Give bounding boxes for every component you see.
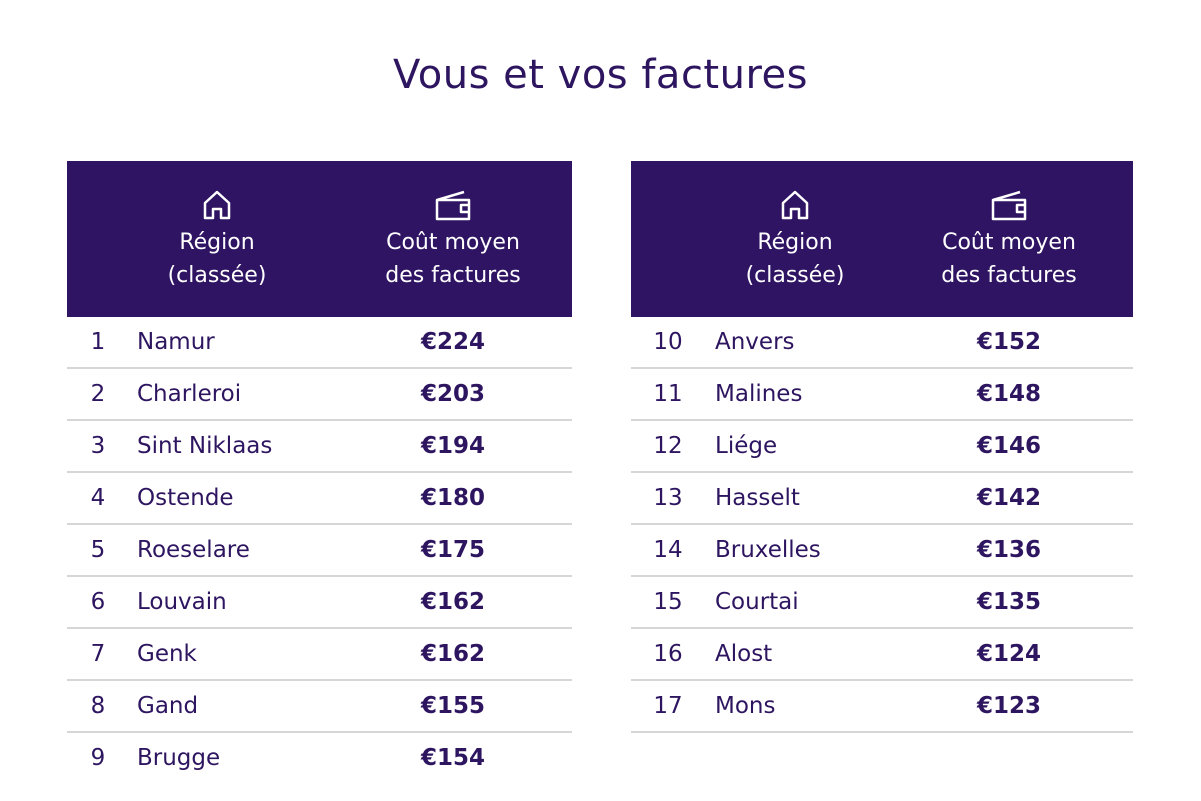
- region-name: Genk: [137, 641, 197, 667]
- region-name: Louvain: [137, 589, 227, 615]
- cost-column-header: Coût moyen des factures: [889, 161, 1129, 292]
- ranking-table-left: Région (classée) Coût moyen des factures 1 Na…: [67, 161, 572, 783]
- region-header-line2: (classée): [745, 263, 845, 288]
- region-name: Courtai: [715, 589, 799, 615]
- rank: 10: [653, 329, 683, 355]
- rank: 9: [90, 745, 106, 771]
- region-name: Alost: [715, 641, 773, 667]
- table-row: 3 Sint Niklaas €194: [67, 421, 572, 473]
- page-title: Vous et vos factures: [393, 52, 808, 98]
- table-row: 13 Hasselt €142: [631, 473, 1133, 525]
- region-name: Sint Niklaas: [137, 433, 273, 459]
- table-row: 11 Malines €148: [631, 369, 1133, 421]
- table-header: Région (classée) Coût moyen des factures: [67, 161, 572, 317]
- cost-header-line1: Coût moyen: [942, 230, 1076, 255]
- region-name: Anvers: [715, 329, 795, 355]
- table-row: 4 Ostende €180: [67, 473, 572, 525]
- region-name: Gand: [137, 693, 199, 719]
- table-row: 10 Anvers €152: [631, 317, 1133, 369]
- rank: 4: [90, 485, 106, 511]
- rank: 6: [90, 589, 106, 615]
- table-row: 17 Mons €123: [631, 681, 1133, 733]
- wallet-icon: [889, 188, 1129, 222]
- average-cost: €224: [420, 329, 485, 355]
- table-header: Région (classée) Coût moyen des factures: [631, 161, 1133, 317]
- rank: 2: [90, 381, 106, 407]
- rank: 12: [653, 433, 683, 459]
- cost-header-line2: des factures: [385, 263, 521, 288]
- rank: 3: [90, 433, 106, 459]
- rank: 17: [653, 693, 683, 719]
- table-row: 5 Roeselare €175: [67, 525, 572, 577]
- average-cost: €135: [976, 589, 1041, 615]
- rank: 1: [90, 329, 106, 355]
- region-name: Charleroi: [137, 381, 242, 407]
- table-row: 16 Alost €124: [631, 629, 1133, 681]
- rank: 11: [653, 381, 683, 407]
- region-name: Malines: [715, 381, 803, 407]
- house-icon: [695, 188, 895, 222]
- cost-header-line2: des factures: [941, 263, 1077, 288]
- region-column-header: Région (classée): [117, 161, 317, 292]
- average-cost: €162: [420, 641, 485, 667]
- region-name: Liége: [715, 433, 778, 459]
- rank: 14: [653, 537, 683, 563]
- cost-column-header: Coût moyen des factures: [333, 161, 573, 292]
- rank: 8: [90, 693, 106, 719]
- table-row: 12 Liége €146: [631, 421, 1133, 473]
- region-name: Brugge: [137, 745, 221, 771]
- table-row: 6 Louvain €162: [67, 577, 572, 629]
- table-row: 1 Namur €224: [67, 317, 572, 369]
- average-cost: €146: [976, 433, 1041, 459]
- wallet-icon: [333, 188, 573, 222]
- region-name: Roeselare: [137, 537, 250, 563]
- average-cost: €152: [976, 329, 1041, 355]
- average-cost: €175: [420, 537, 485, 563]
- average-cost: €136: [976, 537, 1041, 563]
- region-name: Ostende: [137, 485, 234, 511]
- table-row: 2 Charleroi €203: [67, 369, 572, 421]
- region-name: Mons: [715, 693, 776, 719]
- region-name: Bruxelles: [715, 537, 821, 563]
- average-cost: €148: [976, 381, 1041, 407]
- cost-header-line1: Coût moyen: [386, 230, 520, 255]
- house-icon: [117, 188, 317, 222]
- average-cost: €203: [420, 381, 485, 407]
- average-cost: €142: [976, 485, 1041, 511]
- region-name: Namur: [137, 329, 215, 355]
- region-header-line2: (classée): [167, 263, 267, 288]
- region-column-header: Région (classée): [695, 161, 895, 292]
- average-cost: €123: [976, 693, 1041, 719]
- rank: 5: [90, 537, 106, 563]
- average-cost: €155: [420, 693, 485, 719]
- average-cost: €162: [420, 589, 485, 615]
- table-row: 7 Genk €162: [67, 629, 572, 681]
- average-cost: €180: [420, 485, 485, 511]
- average-cost: €154: [420, 745, 485, 771]
- region-header-line1: Région: [179, 230, 255, 255]
- rank: 16: [653, 641, 683, 667]
- table-row: 8 Gand €155: [67, 681, 572, 733]
- average-cost: €194: [420, 433, 485, 459]
- table-row: 14 Bruxelles €136: [631, 525, 1133, 577]
- rank: 7: [90, 641, 106, 667]
- table-row: 15 Courtai €135: [631, 577, 1133, 629]
- ranking-table-right: Région (classée) Coût moyen des factures 10 A…: [631, 161, 1133, 733]
- table-row: 9 Brugge €154: [67, 733, 572, 783]
- rank: 13: [653, 485, 683, 511]
- region-header-line1: Région: [757, 230, 833, 255]
- average-cost: €124: [976, 641, 1041, 667]
- region-name: Hasselt: [715, 485, 800, 511]
- rank: 15: [653, 589, 683, 615]
